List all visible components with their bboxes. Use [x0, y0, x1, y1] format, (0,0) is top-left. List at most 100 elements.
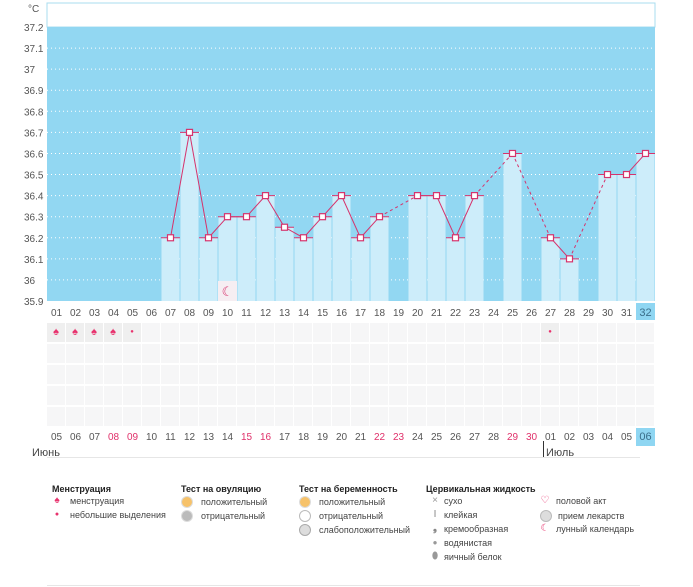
date-label[interactable]: 28	[487, 432, 500, 443]
symptom-cell[interactable]	[351, 386, 369, 405]
date-label[interactable]: 17	[278, 432, 291, 443]
date-label[interactable]: 29	[506, 432, 519, 443]
symptom-cell[interactable]	[85, 407, 103, 426]
symptom-cell[interactable]	[313, 323, 331, 342]
symptom-cell[interactable]	[636, 365, 654, 384]
date-label[interactable]: 04	[601, 432, 614, 443]
symptom-cell[interactable]	[161, 344, 179, 363]
date-label[interactable]: 07	[88, 432, 101, 443]
symptom-cell[interactable]	[66, 344, 84, 363]
symptom-cell[interactable]	[351, 344, 369, 363]
symptom-cell[interactable]	[313, 407, 331, 426]
symptom-cell[interactable]: ●	[541, 323, 559, 342]
symptom-cell[interactable]	[427, 386, 445, 405]
symptom-cell[interactable]	[332, 365, 350, 384]
date-label[interactable]: 03	[582, 432, 595, 443]
symptom-cell[interactable]	[218, 407, 236, 426]
date-label[interactable]: 01	[544, 432, 557, 443]
symptom-cell[interactable]	[446, 344, 464, 363]
symptom-cell[interactable]	[522, 365, 540, 384]
symptom-cell[interactable]	[598, 344, 616, 363]
symptom-cell[interactable]	[598, 323, 616, 342]
date-label[interactable]: 27	[468, 432, 481, 443]
symptom-cell[interactable]	[427, 407, 445, 426]
symptom-cell[interactable]	[522, 323, 540, 342]
symptom-cell[interactable]	[294, 365, 312, 384]
symptom-cell[interactable]	[47, 407, 65, 426]
symptom-cell[interactable]	[218, 323, 236, 342]
symptom-cell[interactable]	[161, 323, 179, 342]
date-label[interactable]: 20	[335, 432, 348, 443]
symptom-cell[interactable]	[408, 386, 426, 405]
symptom-cell[interactable]	[332, 407, 350, 426]
symptom-cell[interactable]	[104, 344, 122, 363]
symptom-cell[interactable]	[313, 386, 331, 405]
symptom-cell[interactable]	[636, 344, 654, 363]
symptom-cell[interactable]	[541, 407, 559, 426]
symptom-cell[interactable]	[389, 365, 407, 384]
symptom-cell[interactable]	[446, 323, 464, 342]
date-label[interactable]: 08	[107, 432, 120, 443]
symptom-cell[interactable]	[142, 407, 160, 426]
symptom-cell[interactable]	[142, 386, 160, 405]
symptom-cell[interactable]	[370, 365, 388, 384]
date-label[interactable]: 09	[126, 432, 139, 443]
symptom-cell[interactable]	[389, 323, 407, 342]
symptom-cell[interactable]	[85, 386, 103, 405]
symptom-cell[interactable]	[408, 344, 426, 363]
symptom-cell[interactable]	[541, 386, 559, 405]
symptom-cell[interactable]	[389, 344, 407, 363]
symptom-cell[interactable]	[484, 344, 502, 363]
date-label[interactable]: 06	[636, 428, 655, 446]
symptom-cell[interactable]	[560, 386, 578, 405]
date-label[interactable]: 05	[620, 432, 633, 443]
symptom-cell[interactable]	[161, 386, 179, 405]
symptom-cell[interactable]	[275, 386, 293, 405]
date-label[interactable]: 02	[563, 432, 576, 443]
symptom-cell[interactable]	[66, 407, 84, 426]
symptom-cell[interactable]	[579, 344, 597, 363]
symptom-cell[interactable]	[123, 386, 141, 405]
symptom-cell[interactable]	[199, 344, 217, 363]
date-label[interactable]: 11	[165, 432, 176, 443]
symptom-cell[interactable]	[142, 365, 160, 384]
symptom-cell[interactable]	[180, 365, 198, 384]
date-label[interactable]: 22	[373, 432, 386, 443]
date-label[interactable]: 26	[449, 432, 462, 443]
symptom-cell[interactable]	[237, 323, 255, 342]
symptom-cell[interactable]	[275, 365, 293, 384]
date-label[interactable]: 13	[202, 432, 215, 443]
symptom-cell[interactable]	[636, 323, 654, 342]
symptom-cell[interactable]	[617, 386, 635, 405]
date-label[interactable]: 18	[297, 432, 310, 443]
symptom-cell[interactable]	[579, 323, 597, 342]
symptom-cell[interactable]	[123, 365, 141, 384]
symptom-cell[interactable]	[47, 386, 65, 405]
symptom-cell[interactable]	[389, 407, 407, 426]
symptom-cell[interactable]	[446, 365, 464, 384]
symptom-cell[interactable]	[522, 344, 540, 363]
symptom-cell[interactable]	[484, 323, 502, 342]
symptom-cell[interactable]	[218, 365, 236, 384]
symptom-cell[interactable]	[66, 386, 84, 405]
date-label[interactable]: 21	[354, 432, 367, 443]
symptom-cell[interactable]	[617, 407, 635, 426]
symptom-cell[interactable]	[560, 344, 578, 363]
symptom-cell[interactable]	[199, 386, 217, 405]
symptom-cell[interactable]	[503, 323, 521, 342]
symptom-cell[interactable]	[370, 407, 388, 426]
symptom-cell[interactable]	[161, 407, 179, 426]
symptom-cell[interactable]	[294, 344, 312, 363]
symptom-cell[interactable]	[256, 344, 274, 363]
symptom-cell[interactable]	[85, 344, 103, 363]
symptom-cell[interactable]	[370, 386, 388, 405]
symptom-cell[interactable]	[446, 386, 464, 405]
symptom-cell[interactable]	[484, 386, 502, 405]
symptom-cell[interactable]	[636, 407, 654, 426]
symptom-cell[interactable]	[85, 365, 103, 384]
symptom-cell[interactable]	[161, 365, 179, 384]
symptom-cell[interactable]	[389, 386, 407, 405]
date-label[interactable]: 25	[430, 432, 443, 443]
symptom-cell[interactable]	[123, 344, 141, 363]
symptom-cell[interactable]	[294, 386, 312, 405]
